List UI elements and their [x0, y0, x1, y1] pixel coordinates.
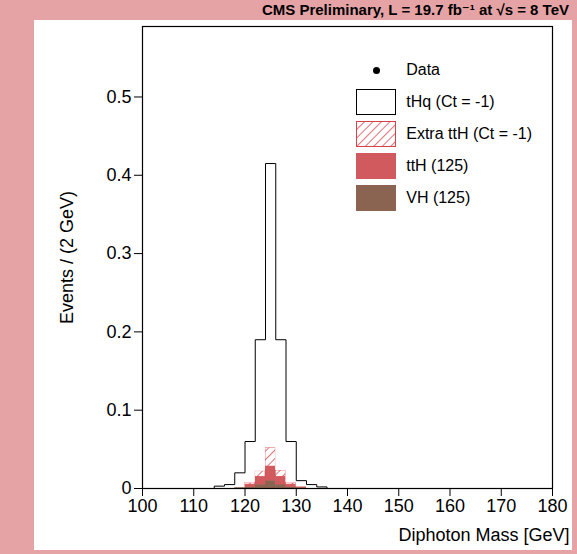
html-text:Data: Data [406, 61, 440, 78]
svg-text:150: 150 [384, 496, 414, 516]
html-text:ttH (125): ttH (125) [406, 157, 469, 174]
svg-text:140: 140 [332, 496, 362, 516]
svg-text:0.1: 0.1 [106, 400, 131, 420]
html-text:VH (125): VH (125) [406, 189, 471, 206]
html-text:tHq (Ct = -1): tHq (Ct = -1) [406, 93, 495, 110]
svg-text:110: 110 [179, 496, 208, 516]
svg-text:0.4: 0.4 [106, 165, 131, 185]
svg-text:160: 160 [435, 496, 465, 516]
svg-text:170: 170 [486, 496, 516, 516]
svg-text:0.2: 0.2 [106, 322, 131, 342]
svg-text:Events / (2 GeV): Events / (2 GeV) [57, 191, 77, 324]
svg-text:0.5: 0.5 [106, 87, 131, 107]
svg-text:130: 130 [281, 496, 311, 516]
svg-text:Diphoton Mass [GeV]: Diphoton Mass [GeV] [398, 525, 569, 545]
svg-text:100: 100 [127, 496, 157, 516]
svg-text:180: 180 [537, 496, 567, 516]
svg-text:0.3: 0.3 [106, 243, 131, 263]
svg-text:120: 120 [230, 496, 260, 516]
svg-text:0: 0 [121, 478, 131, 498]
html-text:Extra ttH (Ct = -1): Extra ttH (Ct = -1) [406, 125, 532, 142]
html-text:CMS Preliminary, L = 19.7 fb⁻¹: CMS Preliminary, L = 19.7 fb⁻¹ at √s = 8… [261, 1, 569, 18]
